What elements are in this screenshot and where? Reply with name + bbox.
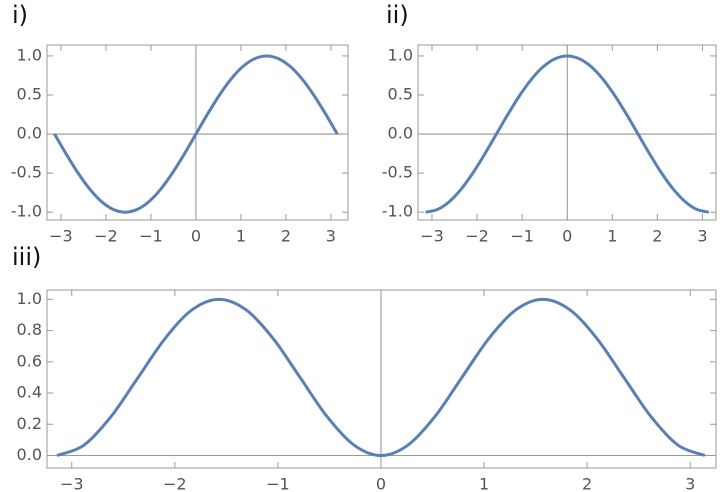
curve (425, 54, 710, 214)
x-tick-label: 2 (652, 227, 662, 246)
x-tick-label: −1 (266, 475, 290, 492)
plot-frame (46, 289, 717, 469)
x-tick-label: 1 (236, 227, 246, 246)
x-tick-label: −1 (510, 227, 534, 246)
y-tick-label: -1.0 (11, 202, 42, 221)
x-tick-label: 0 (376, 475, 386, 492)
y-tick-label: 0.5 (17, 85, 42, 104)
y-tick-label: 0.5 (388, 85, 413, 104)
x-tick-label: 1 (607, 227, 617, 246)
y-tick-label: -0.5 (11, 163, 42, 182)
x-tick-label: −3 (49, 227, 73, 246)
x-tick-label: 3 (685, 475, 695, 492)
y-tick-label: 0.6 (17, 351, 42, 370)
plot-frame (46, 44, 349, 221)
y-tick-label: 0.4 (17, 383, 42, 402)
x-tick-label: 0 (562, 227, 572, 246)
x-tick-label: −2 (94, 227, 118, 246)
x-tick-label: 3 (697, 227, 707, 246)
x-tick-label: −1 (139, 227, 163, 246)
y-tick-label: 0.0 (17, 445, 42, 464)
x-tick-label: −3 (420, 227, 444, 246)
x-tick-label: 2 (582, 475, 592, 492)
panel-label: i) (12, 1, 28, 29)
curve (56, 297, 706, 458)
x-tick-label: −2 (163, 475, 187, 492)
y-tick-label: -1.0 (382, 202, 413, 221)
y-tick-label: 1.0 (388, 45, 413, 64)
x-tick-label: 2 (281, 227, 291, 246)
panel-label: iii) (12, 243, 41, 271)
y-tick-label: 0.0 (17, 124, 42, 143)
curve (53, 54, 339, 214)
y-tick-label: 1.0 (17, 289, 42, 308)
x-tick-label: 0 (191, 227, 201, 246)
y-tick-label: 1.0 (17, 45, 42, 64)
x-tick-label: 1 (479, 475, 489, 492)
x-tick-label: 3 (326, 227, 336, 246)
panel-label: ii) (386, 1, 409, 29)
y-tick-label: 0.8 (17, 320, 42, 339)
x-tick-label: −3 (60, 475, 84, 492)
x-tick-label: −2 (465, 227, 489, 246)
y-tick-label: -0.5 (382, 163, 413, 182)
y-tick-label: 0.0 (388, 124, 413, 143)
y-tick-label: 0.2 (17, 414, 42, 433)
